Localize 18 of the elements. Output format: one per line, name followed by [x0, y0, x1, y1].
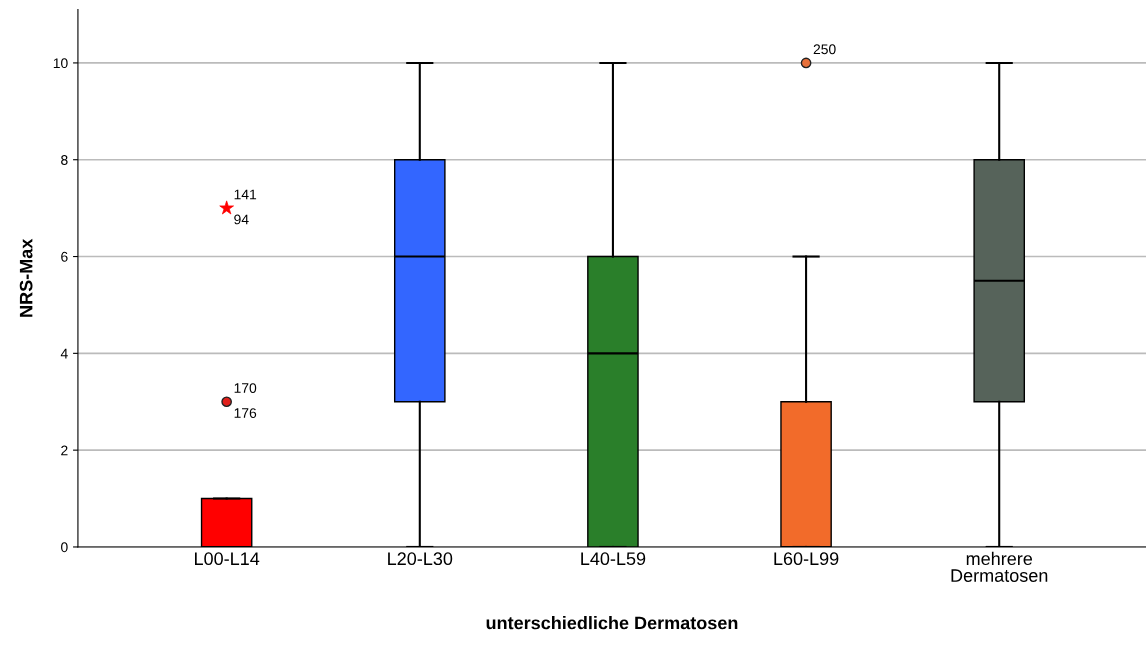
y-tick-label: 6 [61, 251, 68, 262]
y-tick-label: 8 [61, 155, 68, 165]
y-tick-label: 0 [61, 542, 68, 553]
x-tick-label: L60-L99 [774, 552, 839, 566]
annotation: 141 [234, 189, 257, 200]
annotation: 176 [234, 408, 257, 418]
y-tick-label: 10 [53, 58, 68, 69]
x-tick-label: L40-L59 [581, 552, 646, 566]
annotation: 170 [234, 383, 257, 393]
x-tick-label: mehrere Dermatosen [951, 551, 1048, 582]
x-tick-label: L00-L14 [195, 552, 260, 566]
y-tick-label: 4 [60, 348, 68, 359]
y-axis-title: NRS-Max [19, 238, 33, 317]
x-tick-label: L20-L30 [388, 552, 453, 566]
annotation: 250 [813, 44, 836, 55]
x-axis-title: unterschiedliche Dermatosen [486, 616, 738, 630]
y-tick-label: 2 [61, 445, 68, 456]
annotation: 94 [234, 214, 249, 225]
